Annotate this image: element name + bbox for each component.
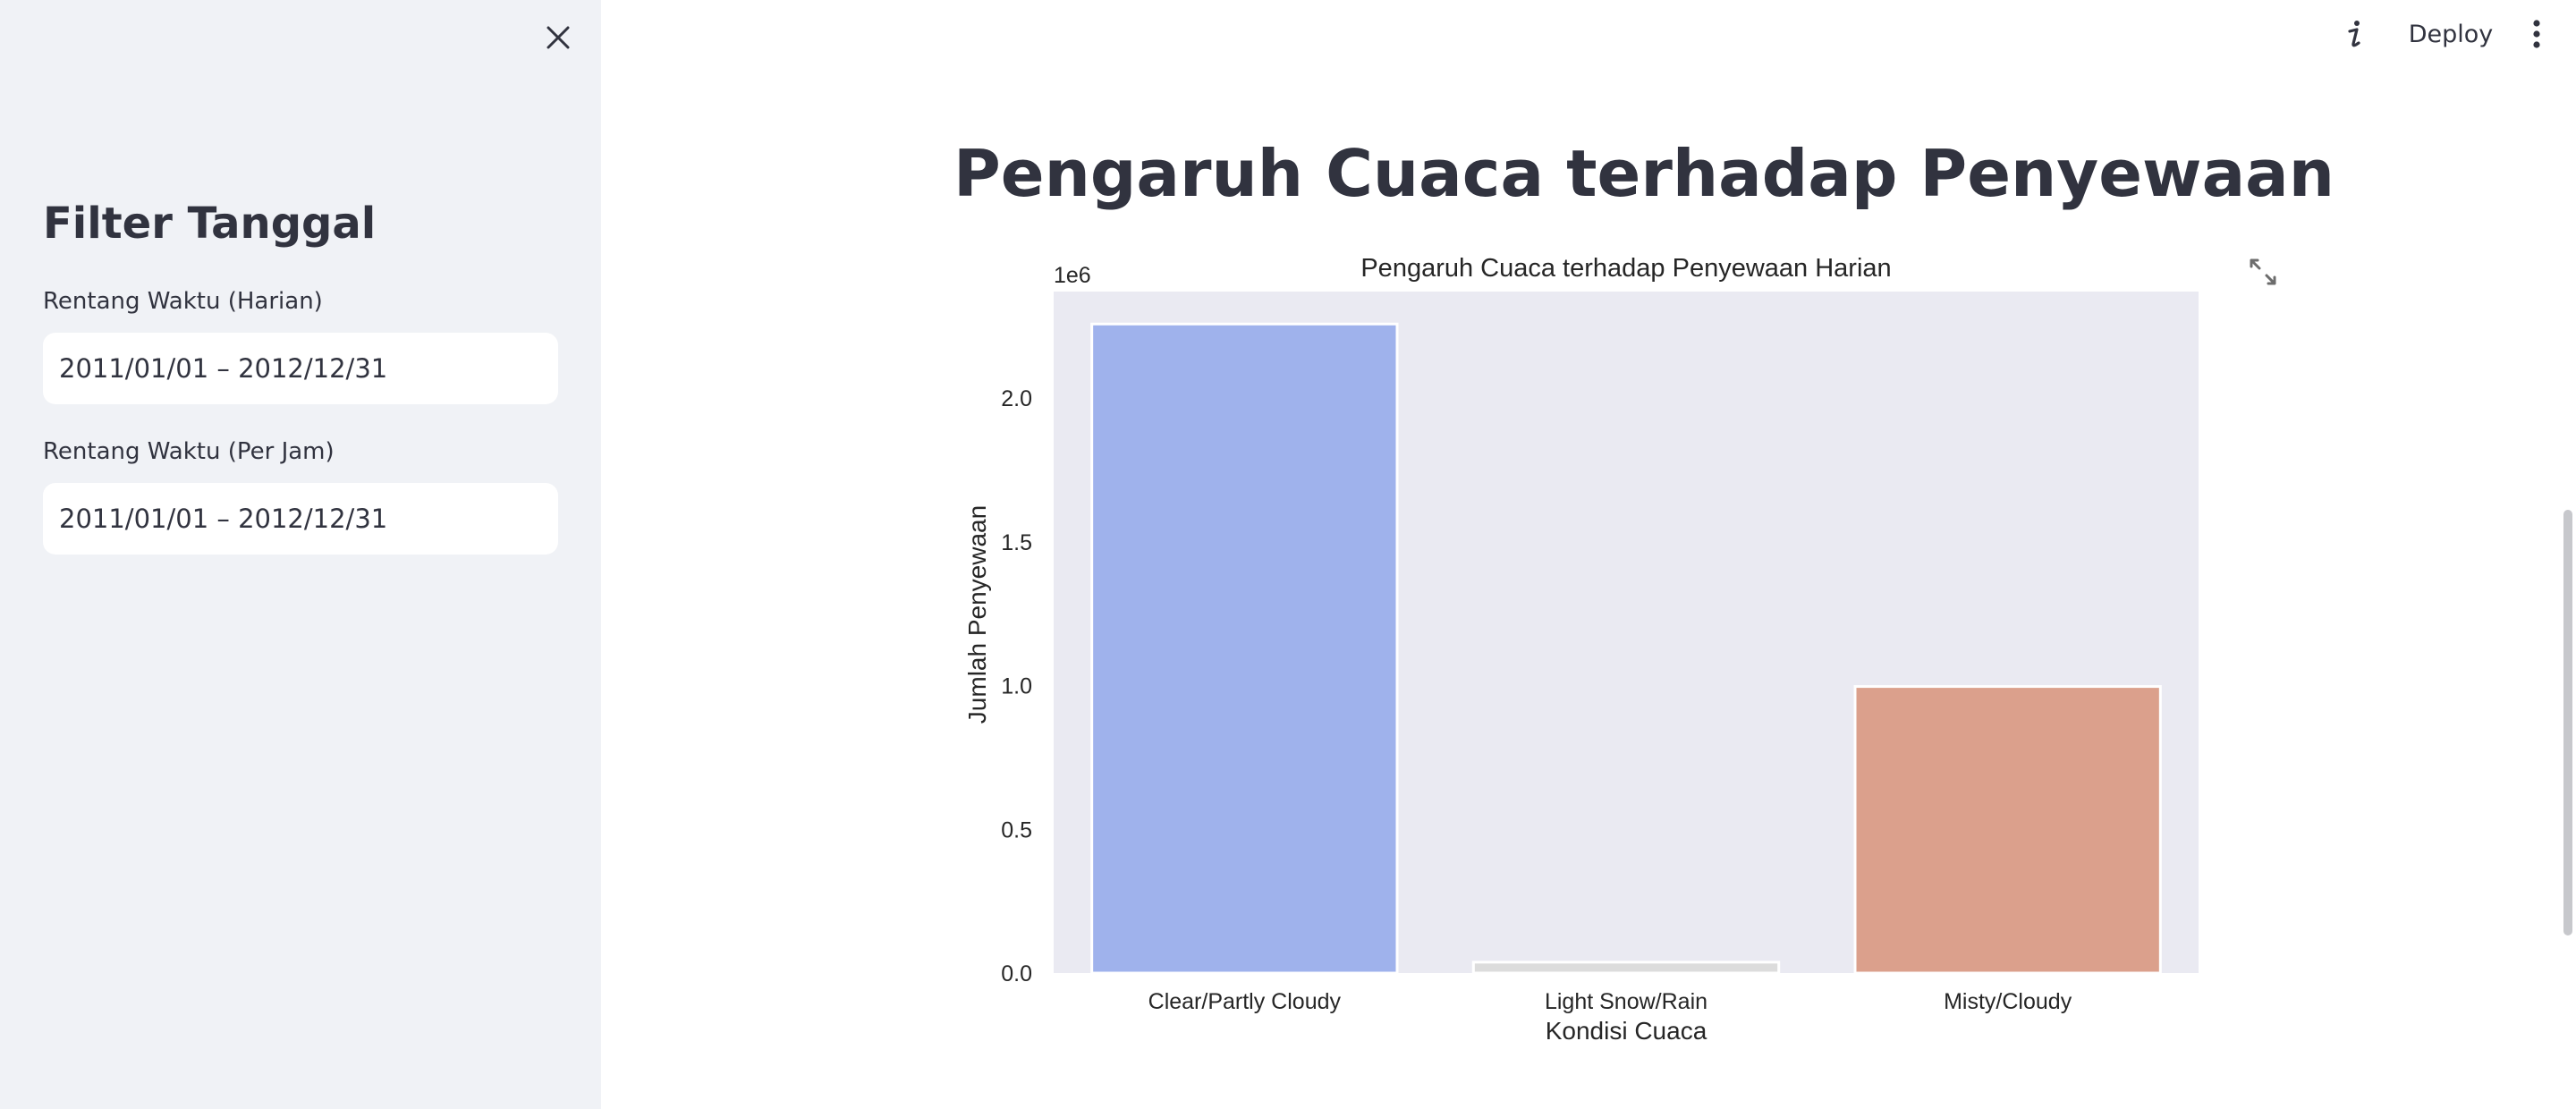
kebab-menu-icon: [2533, 20, 2540, 48]
sidebar: Filter Tanggal Rentang Waktu (Harian) 20…: [0, 0, 601, 1109]
weather-rentals-chart: Clear/Partly Cloudy Light Snow/Rain Misty/…: [963, 254, 2199, 1045]
y-axis-label: Jumlah Penyewaan: [963, 505, 991, 724]
y-tick-label: 0.5: [1001, 817, 1032, 842]
close-icon: [547, 26, 570, 49]
main-menu-button[interactable]: [2519, 13, 2555, 55]
x-tick-label: Misty/Cloudy: [1944, 989, 2072, 1014]
hourly-date-range-input[interactable]: 2011/01/01 – 2012/12/31: [43, 483, 558, 554]
page-title: Pengaruh Cuaca terhadap Penyewaan: [953, 136, 2334, 211]
page-scrollbar[interactable]: [2563, 510, 2572, 935]
sidebar-heading: Filter Tanggal: [43, 199, 377, 249]
fullscreen-icon: [2250, 258, 2276, 285]
y-tick-label: 0.0: [1001, 961, 1032, 986]
fullscreen-button[interactable]: [2245, 254, 2281, 290]
deploy-button[interactable]: Deploy: [2408, 20, 2494, 48]
hourly-range-label: Rentang Waktu (Per Jam): [43, 438, 335, 465]
daily-date-range-input[interactable]: 2011/01/01 – 2012/12/31: [43, 333, 558, 404]
daily-range-label: Rentang Waktu (Harian): [43, 288, 323, 315]
x-axis-label: Kondisi Cuaca: [1546, 1017, 1707, 1045]
info-button[interactable]: [2334, 14, 2374, 54]
bar-1: [1471, 961, 1781, 975]
x-tick-label: Light Snow/Rain: [1545, 989, 1707, 1014]
bar-2: [1853, 685, 2162, 975]
y-tick-label: 2.0: [1001, 386, 1032, 411]
info-icon: [2348, 21, 2360, 47]
x-tick-label: Clear/Partly Cloudy: [1148, 989, 1342, 1014]
y-tick-label: 1.0: [1001, 674, 1032, 699]
y-tick-label: 1.5: [1001, 530, 1032, 555]
y-offset-label: 1e6: [1054, 263, 1091, 288]
close-sidebar-button[interactable]: [540, 20, 576, 55]
chart-title: Pengaruh Cuaca terhadap Penyewaan Harian: [1360, 254, 1891, 283]
bar-0: [1090, 322, 1399, 975]
